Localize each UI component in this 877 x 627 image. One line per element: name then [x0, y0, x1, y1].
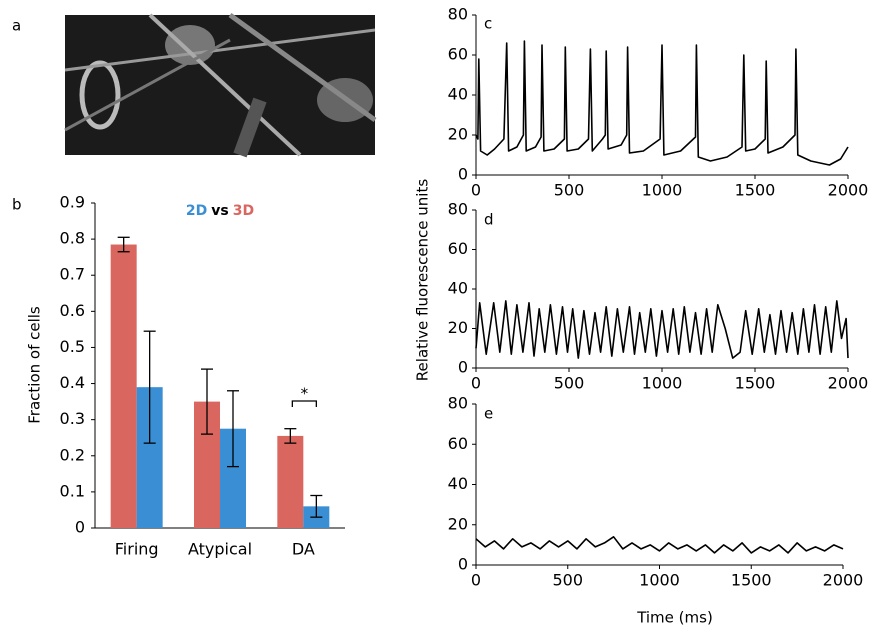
bar — [277, 435, 304, 528]
legend-joiner: vs — [211, 203, 228, 219]
y-tick-label: 0 — [75, 518, 85, 537]
x-tick-label: 1000 — [642, 374, 683, 393]
x-tick-label: 1000 — [642, 181, 683, 200]
y-tick-label: 40 — [448, 474, 468, 493]
x-tick-label: Firing — [115, 540, 159, 559]
y-tick-label: 60 — [448, 434, 468, 453]
x-tick-label: 500 — [552, 571, 583, 590]
panel-label: d — [484, 211, 494, 229]
y-tick-label: 0 — [458, 358, 468, 377]
x-tick-label: 500 — [554, 374, 585, 393]
panel-label: e — [484, 405, 493, 423]
x-tick-label: 0 — [471, 374, 481, 393]
y-tick-label: 80 — [448, 200, 468, 219]
error-bar — [227, 390, 239, 468]
y-tick-label: 0.9 — [60, 193, 85, 212]
trace — [475, 536, 844, 554]
bar — [110, 244, 137, 528]
significance-bracket — [291, 400, 317, 407]
y-tick-label: 0.8 — [60, 229, 85, 248]
micrograph — [64, 12, 377, 158]
y-tick-label: 0 — [458, 165, 468, 184]
x-tick-label: 2000 — [828, 374, 869, 393]
x-tick-label: 1500 — [731, 571, 772, 590]
error-bar — [117, 236, 130, 253]
panel-label: a — [12, 17, 21, 35]
y-tick-label: 60 — [448, 45, 468, 64]
panel-label: c — [484, 15, 492, 33]
significance-marker: * — [301, 385, 309, 403]
x-tick-label: 0 — [471, 181, 481, 200]
y-tick-label: 0.2 — [60, 445, 85, 464]
y-tick-label: 80 — [448, 394, 468, 413]
y-tick-label: 0.1 — [60, 481, 85, 500]
y-tick-label: 20 — [448, 318, 468, 337]
trace — [475, 40, 849, 166]
y-tick-label: 0.5 — [60, 337, 85, 356]
y-tick-label: 20 — [448, 125, 468, 144]
y-axis-label: Fraction of cells — [26, 306, 44, 424]
trace — [475, 300, 849, 359]
y-tick-label: 0.3 — [60, 409, 85, 428]
x-tick-label: 2000 — [828, 181, 869, 200]
x-axis-label: Time (ms) — [636, 609, 713, 627]
error-bar — [284, 428, 297, 444]
y-tick-label: 80 — [448, 5, 468, 24]
x-tick-label: DA — [292, 540, 315, 559]
legend: 2D vs 3D — [186, 203, 254, 219]
legend-entry: 3D — [233, 203, 254, 219]
panel-label: b — [12, 196, 22, 214]
x-tick-label: 1500 — [735, 374, 776, 393]
error-bar — [310, 494, 323, 518]
y-tick-label: 60 — [448, 239, 468, 258]
y-tick-label: 20 — [448, 514, 468, 533]
y-axis-label: Relative fluorescence units — [414, 179, 432, 382]
y-tick-label: 0 — [458, 555, 468, 574]
error-bar — [201, 368, 213, 435]
x-tick-label: 500 — [554, 181, 585, 200]
y-tick-label: 0.7 — [60, 265, 85, 284]
y-tick-label: 0.6 — [60, 301, 85, 320]
x-tick-label: 1500 — [735, 181, 776, 200]
y-tick-label: 40 — [448, 279, 468, 298]
legend-entry: 2D — [186, 203, 207, 219]
x-tick-label: 1000 — [639, 571, 680, 590]
x-tick-label: 0 — [471, 571, 481, 590]
y-tick-label: 40 — [448, 85, 468, 104]
x-tick-label: Atypical — [188, 540, 252, 559]
x-tick-label: 2000 — [823, 571, 864, 590]
y-tick-label: 0.4 — [60, 373, 85, 392]
error-bar — [143, 330, 156, 444]
